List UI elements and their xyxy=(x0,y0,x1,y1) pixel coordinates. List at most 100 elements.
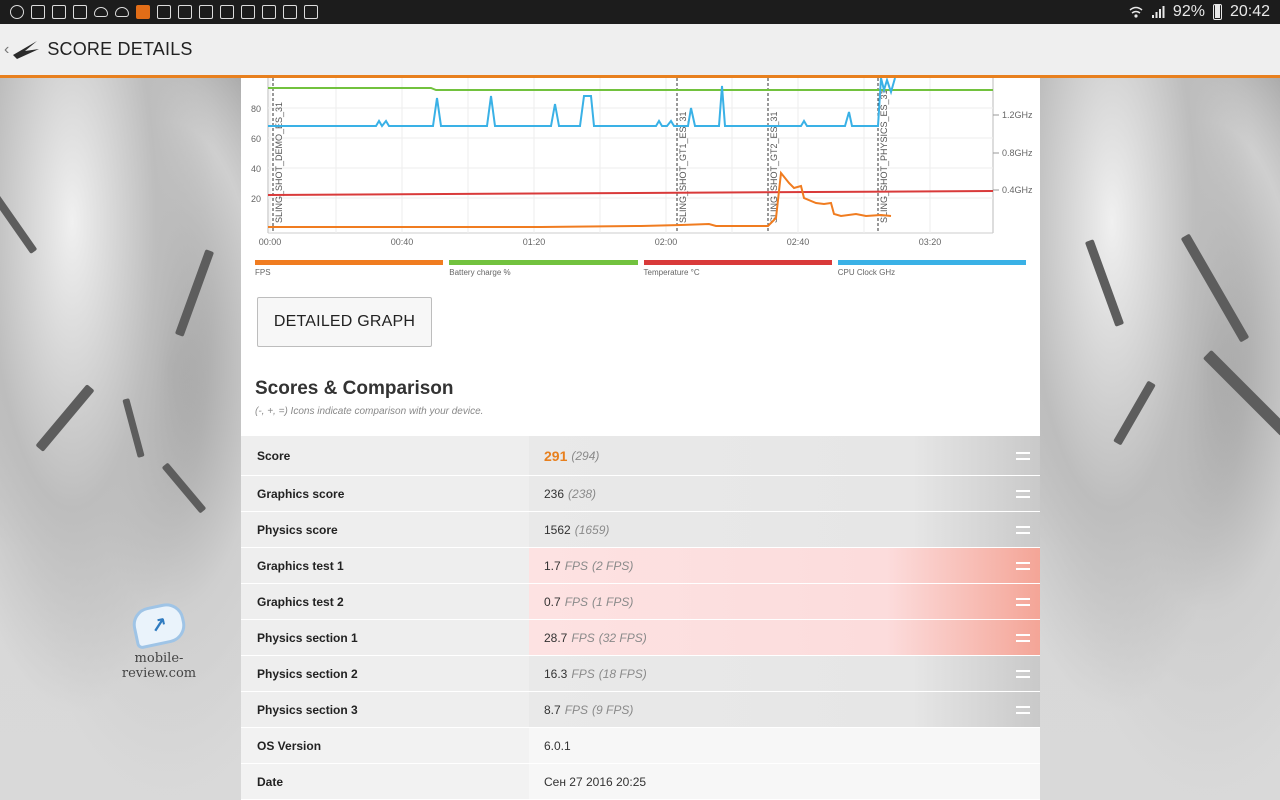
value-main: 6.0.1 xyxy=(544,738,571,753)
update-icon xyxy=(283,5,297,19)
y-right-tick-label: 0.8GHz xyxy=(1002,148,1033,158)
row-value: 236 (238) xyxy=(529,476,1040,511)
app-icon xyxy=(136,5,150,19)
value-unit: FPS xyxy=(564,558,589,573)
x-tick-label: 02:40 xyxy=(787,237,810,247)
x-tick-label: 03:20 xyxy=(919,237,942,247)
table-row: Physics section 3 8.7 FPS (9 FPS) xyxy=(241,691,1040,727)
update-icon xyxy=(178,5,192,19)
table-row: Physics score 1562 (1659) xyxy=(241,511,1040,547)
scores-title: Scores & Comparison xyxy=(255,378,454,399)
test-marker-label: SLING_SHOT_DEMO_ES_31 xyxy=(274,102,284,223)
test-marker-label: SLING_SHOT_PHYSICS_ES_31 xyxy=(879,89,889,223)
update-icon xyxy=(199,5,213,19)
row-value: 1.7 FPS (2 FPS) xyxy=(529,548,1040,583)
back-button[interactable]: ‹ xyxy=(4,40,10,58)
row-value: 1562 (1659) xyxy=(529,512,1040,547)
y-left-tick-label: 80 xyxy=(251,104,261,114)
row-value: 8.7 FPS (9 FPS) xyxy=(529,692,1040,727)
table-row: Graphics test 2 0.7 FPS (1 FPS) xyxy=(241,583,1040,619)
legend-label: Battery charge % xyxy=(449,268,511,277)
value-main: 16.3 xyxy=(544,666,568,681)
legend-label: CPU Clock GHz xyxy=(837,268,896,277)
row-label: Graphics score xyxy=(241,476,529,511)
equal-comparison-icon xyxy=(1016,633,1030,642)
y-right-tick-label: 0.4GHz xyxy=(1002,185,1033,195)
equal-comparison-icon xyxy=(1016,525,1030,534)
y-left-tick-label: 20 xyxy=(251,194,261,204)
legend-swatch xyxy=(449,260,638,265)
row-value: 6.0.1 xyxy=(529,728,1040,763)
value-reference: (18 FPS) xyxy=(598,666,647,681)
x-tick-label: 01:20 xyxy=(523,237,546,247)
row-label: Physics section 3 xyxy=(241,692,529,727)
test-marker-label: SLING_SHOT_GT2_ES_31 xyxy=(769,111,779,223)
battery-icon xyxy=(1212,4,1222,20)
status-right: 92% 20:42 xyxy=(1129,3,1270,21)
cpu-clock-line xyxy=(268,78,896,128)
x-tick-label: 02:00 xyxy=(655,237,678,247)
row-label: Graphics test 1 xyxy=(241,548,529,583)
value-main: 1562 xyxy=(544,522,571,537)
scores-table: Score 291 (294) Graphics score 236 (238) Physi… xyxy=(241,435,1040,799)
row-value: 291 (294) xyxy=(529,436,1040,475)
page-title: SCORE DETAILS xyxy=(47,39,193,59)
value-main: 236 xyxy=(544,486,565,501)
legend-item: FPS xyxy=(255,260,444,277)
scores-subtitle: (-, +, =) Icons indicate comparison with… xyxy=(255,406,484,417)
table-row: OS Version 6.0.1 xyxy=(241,727,1040,763)
row-value: Сен 27 2016 20:25 xyxy=(529,764,1040,799)
table-row: Physics section 2 16.3 FPS (18 FPS) xyxy=(241,655,1040,691)
update-icon xyxy=(262,5,276,19)
watermark-text: mobile-review.com xyxy=(121,651,197,681)
detailed-graph-button[interactable]: DETAILED GRAPH xyxy=(257,297,432,347)
value-unit: FPS xyxy=(571,666,595,681)
value-main: Сен 27 2016 20:25 xyxy=(544,774,647,789)
x-tick-label: 00:00 xyxy=(259,237,282,247)
update-icon xyxy=(304,5,318,19)
row-value: 0.7 FPS (1 FPS) xyxy=(529,584,1040,619)
value-reference: (2 FPS) xyxy=(592,558,634,573)
x-tick-label: 00:40 xyxy=(391,237,414,247)
equal-comparison-icon xyxy=(1016,669,1030,678)
value-unit: FPS xyxy=(571,630,595,645)
update-icon xyxy=(157,5,171,19)
row-label: OS Version xyxy=(241,728,529,763)
cloud-icon xyxy=(94,7,108,17)
legend-label: Temperature °C xyxy=(643,268,700,277)
row-value: 16.3 FPS (18 FPS) xyxy=(529,656,1040,691)
cloud-icon xyxy=(115,7,129,17)
monitoring-chart: SLING_SHOT_DEMO_ES_31 SLING_SHOT_GT1_ES_3… xyxy=(251,78,1033,247)
legend-item: Battery charge % xyxy=(449,260,638,277)
value-reference: (1659) xyxy=(574,522,610,537)
app-bar: ‹ SCORE DETAILS xyxy=(0,24,1280,78)
equal-comparison-icon xyxy=(1016,597,1030,606)
clock: 20:42 xyxy=(1229,3,1270,20)
table-row: Graphics score 236 (238) xyxy=(241,475,1040,511)
table-row: Graphics test 1 1.7 FPS (2 FPS) xyxy=(241,547,1040,583)
value-main: 291 xyxy=(544,447,568,464)
value-unit: FPS xyxy=(564,702,589,717)
gmail-icon xyxy=(52,5,66,19)
image-icon xyxy=(73,5,87,19)
3dmark-logo-icon xyxy=(13,40,40,59)
value-unit: FPS xyxy=(564,594,589,609)
background-art-left xyxy=(0,78,241,800)
legend-label: FPS xyxy=(255,268,271,277)
watermark: ↗ mobile-review.com xyxy=(104,600,214,681)
value-reference: (294) xyxy=(571,448,600,463)
watermark-logo-icon: ↗ xyxy=(129,600,189,650)
equal-comparison-icon xyxy=(1016,451,1030,460)
y-left-tick-label: 60 xyxy=(251,134,261,144)
image-icon xyxy=(31,5,45,19)
row-value: 28.7 FPS (32 FPS) xyxy=(529,620,1040,655)
equal-comparison-icon xyxy=(1016,489,1030,498)
legend-swatch xyxy=(255,260,444,265)
value-reference: (32 FPS) xyxy=(598,630,647,645)
wifi-icon xyxy=(1129,6,1143,18)
battery-line xyxy=(268,87,993,91)
test-marker-label: SLING_SHOT_GT1_ES_31 xyxy=(678,111,688,223)
legend-item: CPU Clock GHz xyxy=(837,260,1026,277)
row-label: Physics section 2 xyxy=(241,656,529,691)
value-reference: (1 FPS) xyxy=(592,594,634,609)
